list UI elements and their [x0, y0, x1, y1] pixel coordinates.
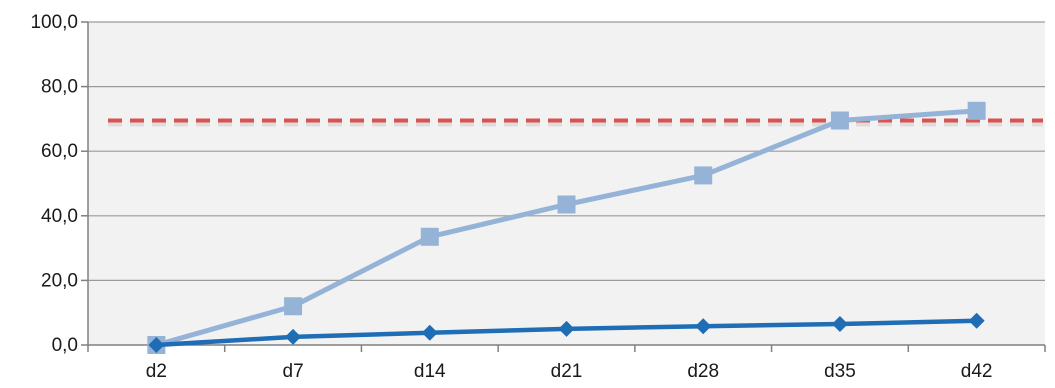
y-tick-label-0: 0,0 — [52, 335, 78, 356]
axes — [81, 21, 1046, 352]
y-axis-tick-labels: 0,0 20,0 40,0 60,0 80,0 100,0 — [30, 12, 78, 356]
x-tick-label-d21: d21 — [551, 361, 583, 382]
series-1-point-d42 — [968, 312, 985, 329]
series-0-point-d7 — [284, 297, 303, 316]
series-0-point-d42 — [967, 101, 986, 120]
series-1-point-d2 — [148, 337, 165, 353]
x-tick-label-d2: d2 — [146, 361, 167, 382]
y-tick-label-4: 80,0 — [41, 77, 78, 98]
series-0 — [147, 101, 986, 354]
series-0-point-d21 — [557, 195, 576, 214]
series-1-point-d35 — [831, 316, 848, 333]
x-tick-label-d7: d7 — [283, 361, 304, 382]
y-tick-label-5: 100,0 — [30, 12, 78, 33]
y-tick-label-1: 20,0 — [41, 270, 78, 291]
series-1-point-d14 — [421, 324, 438, 341]
series-1-point-d21 — [558, 320, 575, 337]
x-tick-label-d42: d42 — [961, 361, 993, 382]
series-0-point-d14 — [420, 227, 439, 246]
gridlines — [88, 21, 1045, 281]
x-tick-label-d14: d14 — [414, 361, 446, 382]
series-0-point-d35 — [830, 111, 849, 130]
y-tick-label-2: 40,0 — [41, 206, 78, 227]
reference-line-group — [108, 118, 1043, 127]
x-tick-label-d28: d28 — [687, 361, 719, 382]
x-tick-label-d35: d35 — [824, 361, 856, 382]
series-group — [147, 101, 986, 354]
series-1-point-d7 — [285, 328, 302, 345]
x-axis-tick-labels: d2 d7 d14 d21 d28 d35 d42 — [146, 361, 993, 382]
series-0-point-d28 — [694, 166, 713, 185]
y-tick-label-3: 60,0 — [41, 141, 78, 162]
series-1 — [148, 312, 985, 353]
series-1-point-d28 — [695, 318, 712, 335]
plot-area — [88, 22, 1045, 345]
